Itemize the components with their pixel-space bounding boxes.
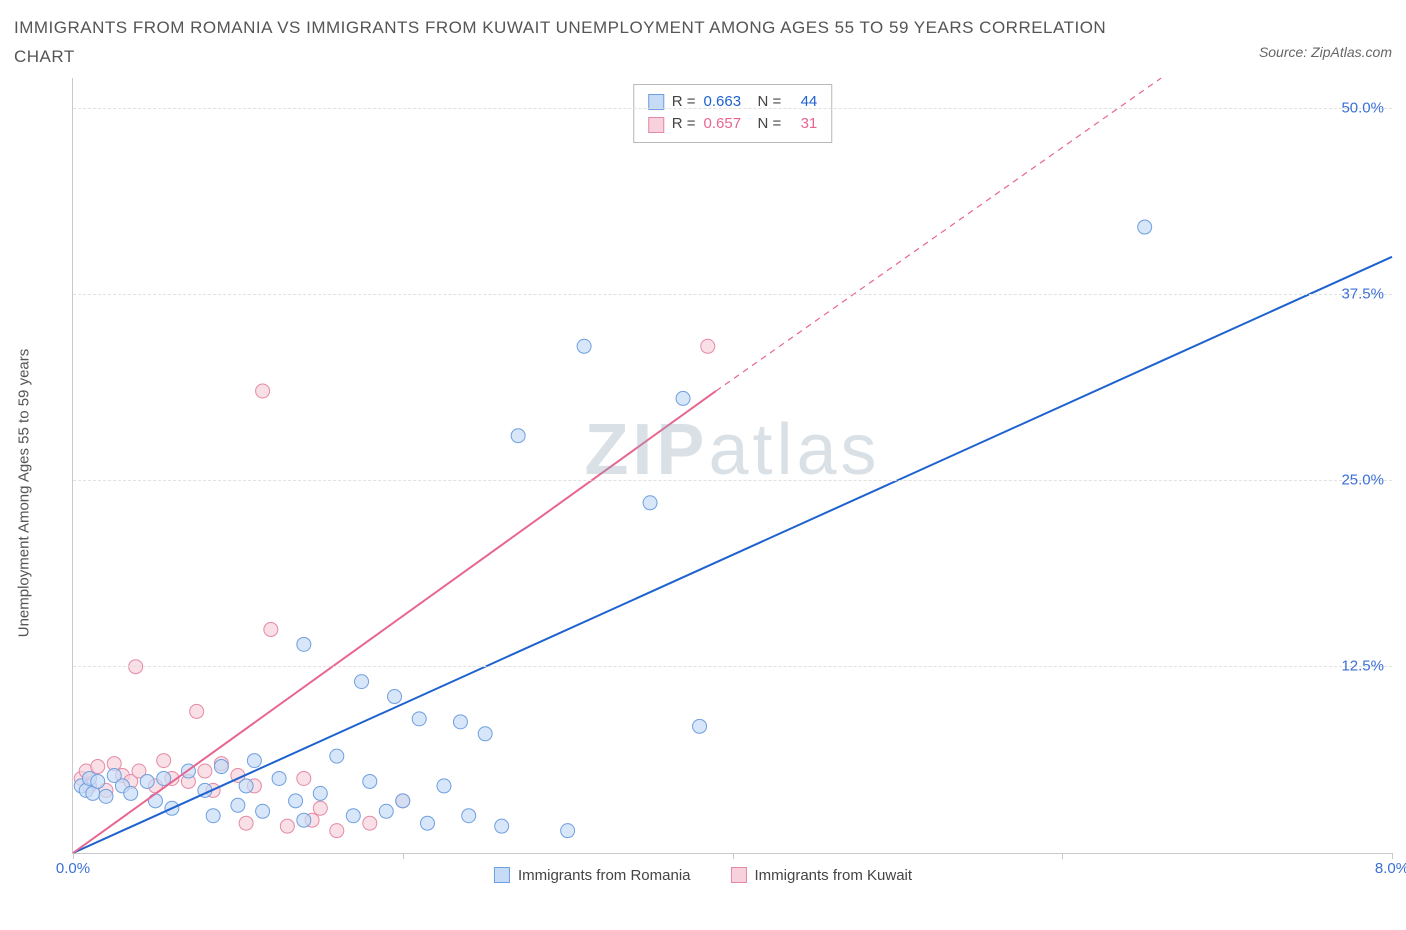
- scatter-point-romania: [437, 779, 451, 793]
- scatter-point-romania: [256, 804, 270, 818]
- source-attribution: Source: ZipAtlas.com: [1259, 44, 1392, 60]
- scatter-point-romania: [462, 809, 476, 823]
- scatter-point-romania: [363, 774, 377, 788]
- scatter-point-romania: [239, 779, 253, 793]
- scatter-point-romania: [124, 786, 138, 800]
- y-tick-label: 25.0%: [1341, 472, 1384, 489]
- scatter-point-romania: [693, 719, 707, 733]
- legend-n-value: 31: [789, 113, 817, 136]
- series-legend-item: Immigrants from Romania: [494, 867, 691, 884]
- scatter-point-kuwait: [313, 801, 327, 815]
- scatter-point-romania: [140, 774, 154, 788]
- legend-swatch: [648, 117, 664, 133]
- scatter-point-romania: [478, 727, 492, 741]
- scatter-point-romania: [231, 798, 245, 812]
- x-tick-label: 0.0%: [56, 860, 90, 877]
- trend-line-romania: [73, 257, 1392, 853]
- scatter-point-romania: [214, 759, 228, 773]
- legend-r-label: R =: [672, 91, 696, 114]
- scatter-point-kuwait: [701, 339, 715, 353]
- plot-area: ZIPatlas R =0.663N =44R =0.657N =31 12.5…: [72, 78, 1392, 854]
- legend-row: R = 0.663 N = 44: [648, 91, 818, 114]
- scatter-point-romania: [453, 715, 467, 729]
- x-tick-label: 8.0%: [1375, 860, 1406, 877]
- scatter-point-romania: [346, 809, 360, 823]
- scatter-svg: [73, 78, 1392, 853]
- scatter-point-romania: [206, 809, 220, 823]
- scatter-point-kuwait: [239, 816, 253, 830]
- chart-container: Unemployment Among Ages 55 to 59 years Z…: [14, 78, 1392, 908]
- scatter-point-romania: [297, 637, 311, 651]
- legend-r-value: 0.663: [704, 91, 750, 114]
- scatter-point-romania: [272, 771, 286, 785]
- scatter-point-kuwait: [190, 704, 204, 718]
- series-legend: Immigrants from Romania Immigrants from K…: [494, 867, 912, 884]
- scatter-point-romania: [561, 823, 575, 837]
- scatter-point-kuwait: [330, 823, 344, 837]
- scatter-point-kuwait: [157, 753, 171, 767]
- scatter-point-romania: [511, 428, 525, 442]
- scatter-point-romania: [495, 819, 509, 833]
- legend-row: R = 0.657 N = 31: [648, 113, 818, 136]
- scatter-point-kuwait: [297, 771, 311, 785]
- series-legend-item: Immigrants from Kuwait: [731, 867, 913, 884]
- scatter-point-kuwait: [198, 764, 212, 778]
- y-tick-label: 50.0%: [1341, 99, 1384, 116]
- legend-swatch: [494, 867, 510, 883]
- series-legend-label: Immigrants from Romania: [518, 867, 691, 884]
- scatter-point-romania: [247, 753, 261, 767]
- scatter-point-kuwait: [264, 622, 278, 636]
- y-tick-label: 12.5%: [1341, 658, 1384, 675]
- grid-line: [73, 480, 1392, 481]
- scatter-point-romania: [297, 813, 311, 827]
- scatter-point-romania: [1138, 220, 1152, 234]
- scatter-point-romania: [355, 674, 369, 688]
- legend-n-label: N =: [758, 113, 782, 136]
- scatter-point-romania: [313, 786, 327, 800]
- scatter-point-romania: [412, 712, 426, 726]
- scatter-point-romania: [396, 794, 410, 808]
- y-tick-label: 37.5%: [1341, 285, 1384, 302]
- scatter-point-kuwait: [91, 759, 105, 773]
- x-tick-mark: [1392, 853, 1393, 859]
- grid-line: [73, 666, 1392, 667]
- scatter-point-romania: [330, 749, 344, 763]
- grid-line: [73, 108, 1392, 109]
- scatter-point-romania: [148, 794, 162, 808]
- legend-r-value: 0.657: [704, 113, 750, 136]
- scatter-point-romania: [289, 794, 303, 808]
- trend-line-kuwait: [73, 391, 716, 853]
- scatter-point-kuwait: [256, 384, 270, 398]
- legend-swatch: [731, 867, 747, 883]
- x-tick-mark: [1062, 853, 1063, 859]
- legend-r-label: R =: [672, 113, 696, 136]
- x-tick-mark: [733, 853, 734, 859]
- grid-line: [73, 294, 1392, 295]
- scatter-point-romania: [388, 689, 402, 703]
- scatter-point-romania: [676, 391, 690, 405]
- correlation-legend: R = 0.663 N = 44 R = 0.657 N = 31: [633, 84, 833, 143]
- y-axis-label: Unemployment Among Ages 55 to 59 years: [16, 349, 33, 638]
- scatter-point-romania: [643, 496, 657, 510]
- x-tick-mark: [73, 853, 74, 859]
- scatter-point-kuwait: [280, 819, 294, 833]
- x-tick-mark: [403, 853, 404, 859]
- scatter-point-romania: [379, 804, 393, 818]
- legend-n-value: 44: [789, 91, 817, 114]
- legend-n-label: N =: [758, 91, 782, 114]
- scatter-point-romania: [420, 816, 434, 830]
- scatter-point-kuwait: [363, 816, 377, 830]
- scatter-point-romania: [577, 339, 591, 353]
- scatter-point-romania: [99, 789, 113, 803]
- scatter-point-romania: [91, 774, 105, 788]
- series-legend-label: Immigrants from Kuwait: [755, 867, 913, 884]
- chart-title: IMMIGRANTS FROM ROMANIA VS IMMIGRANTS FR…: [14, 14, 1114, 72]
